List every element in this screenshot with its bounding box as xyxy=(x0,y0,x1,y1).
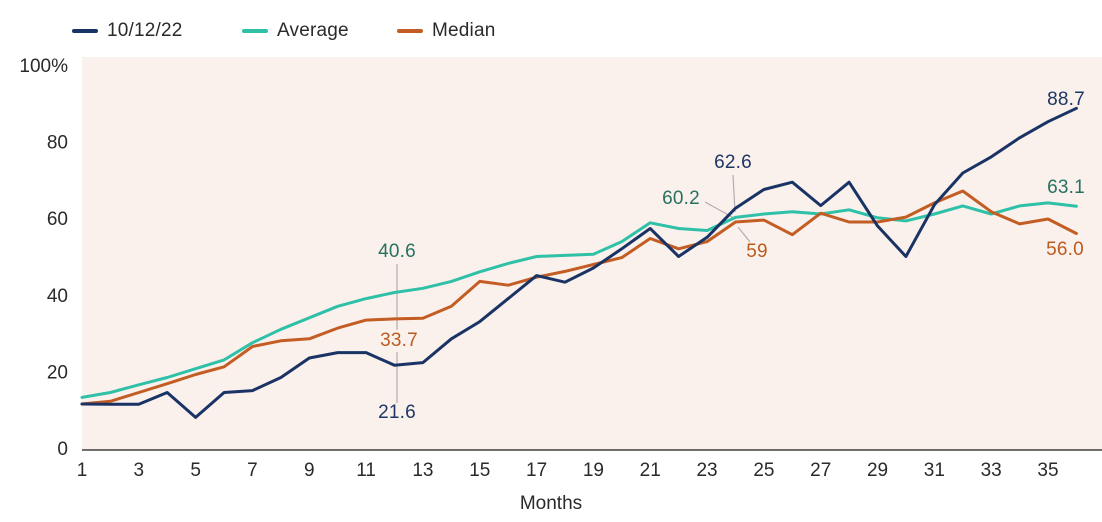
x-tick-label: 27 xyxy=(810,460,831,481)
x-tick-label: 31 xyxy=(924,460,945,481)
y-tick-label: 20 xyxy=(47,362,68,383)
x-tick-label: 11 xyxy=(356,460,376,481)
data-label-median-m36: 56.0 xyxy=(1046,239,1084,260)
y-tick-label: 100% xyxy=(19,56,68,77)
y-tick-label: 60 xyxy=(47,209,68,230)
legend-item-median: Median xyxy=(397,20,496,41)
x-axis-title: Months xyxy=(519,493,583,514)
y-tick-label: 40 xyxy=(47,286,68,307)
x-tick-label: 9 xyxy=(304,460,315,481)
legend-item-average: Average xyxy=(242,20,349,41)
callout-leader-59 xyxy=(737,226,751,243)
callout-leader-62-6 xyxy=(732,174,736,213)
x-tick-label: 15 xyxy=(469,460,490,481)
orange-line-swatch-icon xyxy=(397,29,423,33)
x-tick-label: 3 xyxy=(134,460,145,481)
x-tick-label: 13 xyxy=(412,460,433,481)
navy-line-swatch-icon xyxy=(72,29,98,33)
x-tick-label: 33 xyxy=(981,460,1002,481)
chart-legend: 10/12/22 Average Median xyxy=(0,0,1102,46)
x-tick-label: 25 xyxy=(753,460,774,481)
legend-label: 10/12/22 xyxy=(107,20,183,41)
y-tick-label: 0 xyxy=(57,439,68,460)
data-label-average-m12: 40.6 xyxy=(378,241,416,262)
x-tick-label: 17 xyxy=(526,460,547,481)
series-line-average xyxy=(80,201,1078,399)
data-label-average-m36: 63.1 xyxy=(1047,177,1085,198)
data-label-median-m12: 33.7 xyxy=(377,330,421,352)
teal-line-swatch-icon xyxy=(242,29,268,33)
legend-label: Average xyxy=(277,20,349,41)
series-line-10-12-22 xyxy=(80,106,1078,419)
data-label-10-12-22-m12: 21.6 xyxy=(378,402,416,423)
data-label-10-12-22-m24: 62.6 xyxy=(714,152,752,173)
data-label-10-12-22-m36: 88.7 xyxy=(1047,89,1085,110)
x-tick-label: 29 xyxy=(867,460,888,481)
x-tick-label: 5 xyxy=(190,460,201,481)
x-tick-label: 1 xyxy=(77,460,88,481)
data-label-average-m24: 60.2 xyxy=(662,188,700,209)
legend-item-10-12-22: 10/12/22 xyxy=(72,20,183,41)
x-tick-label: 23 xyxy=(696,460,717,481)
legend-label: Median xyxy=(432,20,496,41)
data-label-median-m24: 59 xyxy=(746,241,768,262)
x-tick-label: 19 xyxy=(583,460,604,481)
series-line-median xyxy=(80,189,1078,406)
x-tick-label: 7 xyxy=(247,460,258,481)
x-tick-label: 21 xyxy=(640,460,661,481)
y-tick-label: 80 xyxy=(47,133,68,154)
x-tick-label: 35 xyxy=(1037,460,1058,481)
